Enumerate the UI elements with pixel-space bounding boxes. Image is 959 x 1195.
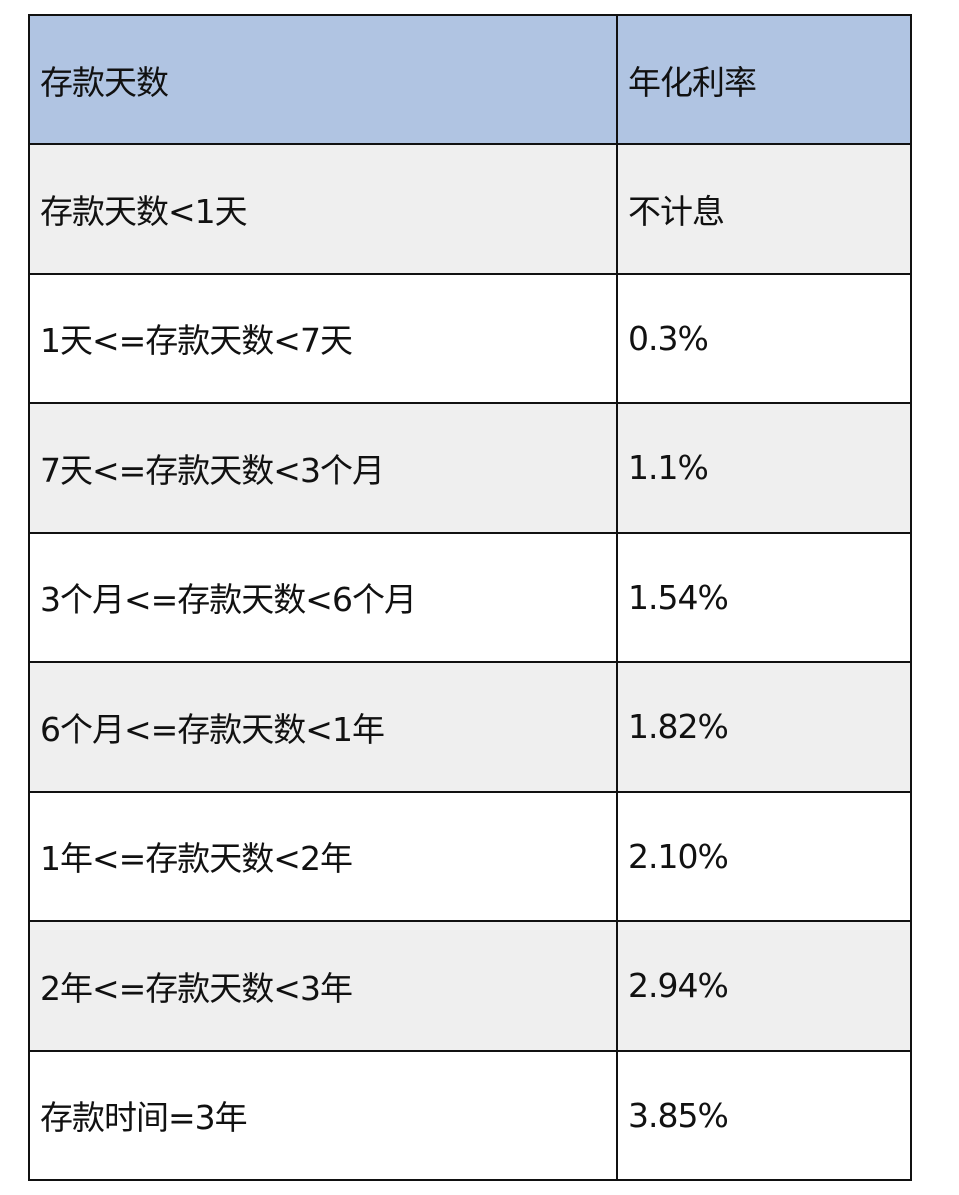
cell-deposit-days: 1天<=存款天数<7天 [28,272,618,404]
table-row: 1年<=存款天数<2年 2.10% [28,790,912,922]
table-row: 7天<=存款天数<3个月 1.1% [28,402,912,534]
cell-deposit-days: 6个月<=存款天数<1年 [28,661,618,793]
cell-annual-rate: 1.82% [616,661,912,793]
cell-deposit-days: 3个月<=存款天数<6个月 [28,531,618,663]
header-deposit-days: 存款天数 [28,14,618,145]
table-row: 1天<=存款天数<7天 0.3% [28,272,912,404]
table-row: 存款天数<1天 不计息 [28,143,912,275]
cell-annual-rate: 1.1% [616,402,912,534]
header-row: 存款天数 年化利率 [28,14,912,145]
table-row: 3个月<=存款天数<6个月 1.54% [28,531,912,663]
cell-annual-rate: 3.85% [616,1049,912,1181]
cell-annual-rate: 0.3% [616,272,912,404]
header-annual-rate: 年化利率 [616,14,912,145]
cell-annual-rate: 2.10% [616,790,912,922]
table-row: 6个月<=存款天数<1年 1.82% [28,661,912,793]
cell-deposit-days: 1年<=存款天数<2年 [28,790,618,922]
cell-deposit-days: 7天<=存款天数<3个月 [28,402,618,534]
interest-rate-table: 存款天数 年化利率 存款天数<1天 不计息 1天<=存款天数<7天 0.3% 7天<=存… [28,14,912,1181]
cell-annual-rate: 不计息 [616,143,912,275]
table-row: 2年<=存款天数<3年 2.94% [28,920,912,1052]
cell-deposit-days: 存款天数<1天 [28,143,618,275]
cell-deposit-days: 2年<=存款天数<3年 [28,920,618,1052]
cell-annual-rate: 2.94% [616,920,912,1052]
cell-annual-rate: 1.54% [616,531,912,663]
cell-deposit-days: 存款时间=3年 [28,1049,618,1181]
table-row: 存款时间=3年 3.85% [28,1049,912,1181]
